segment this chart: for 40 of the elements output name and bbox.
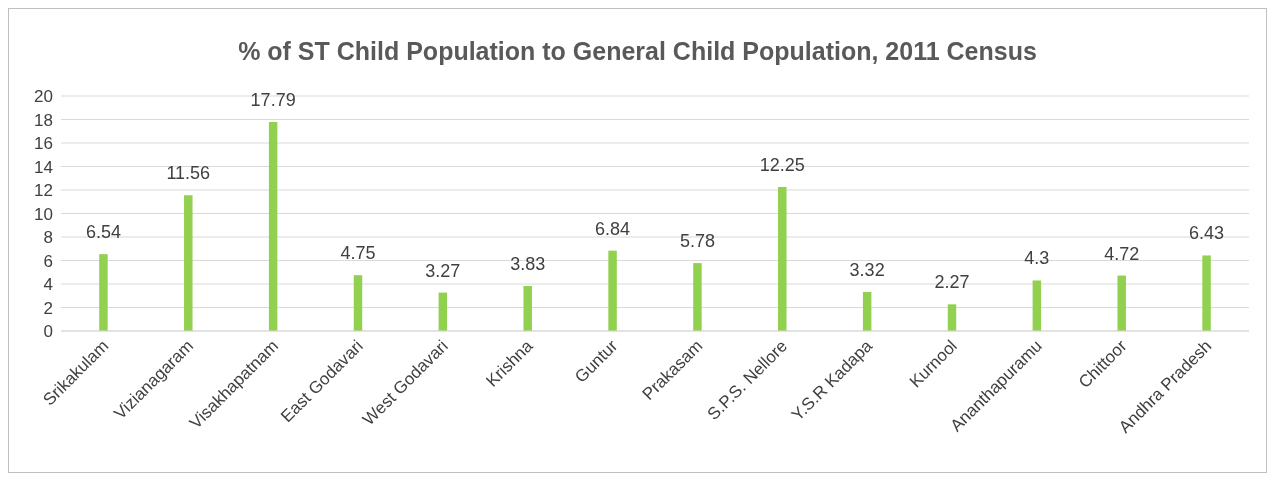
y-tick-label: 20 [34,87,53,107]
y-tick-label: 6 [43,251,53,271]
bar [862,291,872,331]
bar [99,254,108,331]
data-label: 4.75 [340,243,376,264]
data-label: 6.54 [85,222,121,243]
chart-title: % of ST Child Population to General Child Population, 2011 Census [237,37,1038,66]
data-label: 3.27 [425,260,461,281]
data-label: 4.72 [1104,243,1140,264]
data-label: 3.32 [849,259,885,280]
y-tick-label: 4 [43,275,53,295]
bar [438,292,448,331]
data-label: 17.79 [250,89,296,110]
y-tick-label: 10 [34,204,53,224]
bar [523,286,532,331]
bar [1032,280,1042,331]
bar [353,275,363,331]
bar [184,195,193,331]
bar [268,121,278,331]
data-label: 6.43 [1189,223,1225,244]
data-label: 2.27 [934,272,970,293]
data-label: 12.25 [759,155,805,176]
y-tick-label: 2 [43,298,53,318]
y-tick-label: 14 [34,157,53,177]
data-label: 6.84 [595,218,631,239]
bar [693,263,702,331]
data-label: 4.3 [1024,248,1050,269]
data-label: 3.83 [510,254,546,274]
y-tick-label: 8 [43,228,53,248]
y-tick-label: 18 [34,110,53,130]
bar [778,187,787,331]
data-label: 5.78 [679,231,715,252]
bar [608,250,617,331]
bar [947,304,957,331]
data-label: 11.56 [166,163,211,184]
bar [1117,275,1126,331]
bar [1202,255,1211,331]
y-tick-label: 0 [43,322,53,342]
y-tick-label: 16 [34,134,53,154]
y-tick-label: 12 [34,181,53,201]
